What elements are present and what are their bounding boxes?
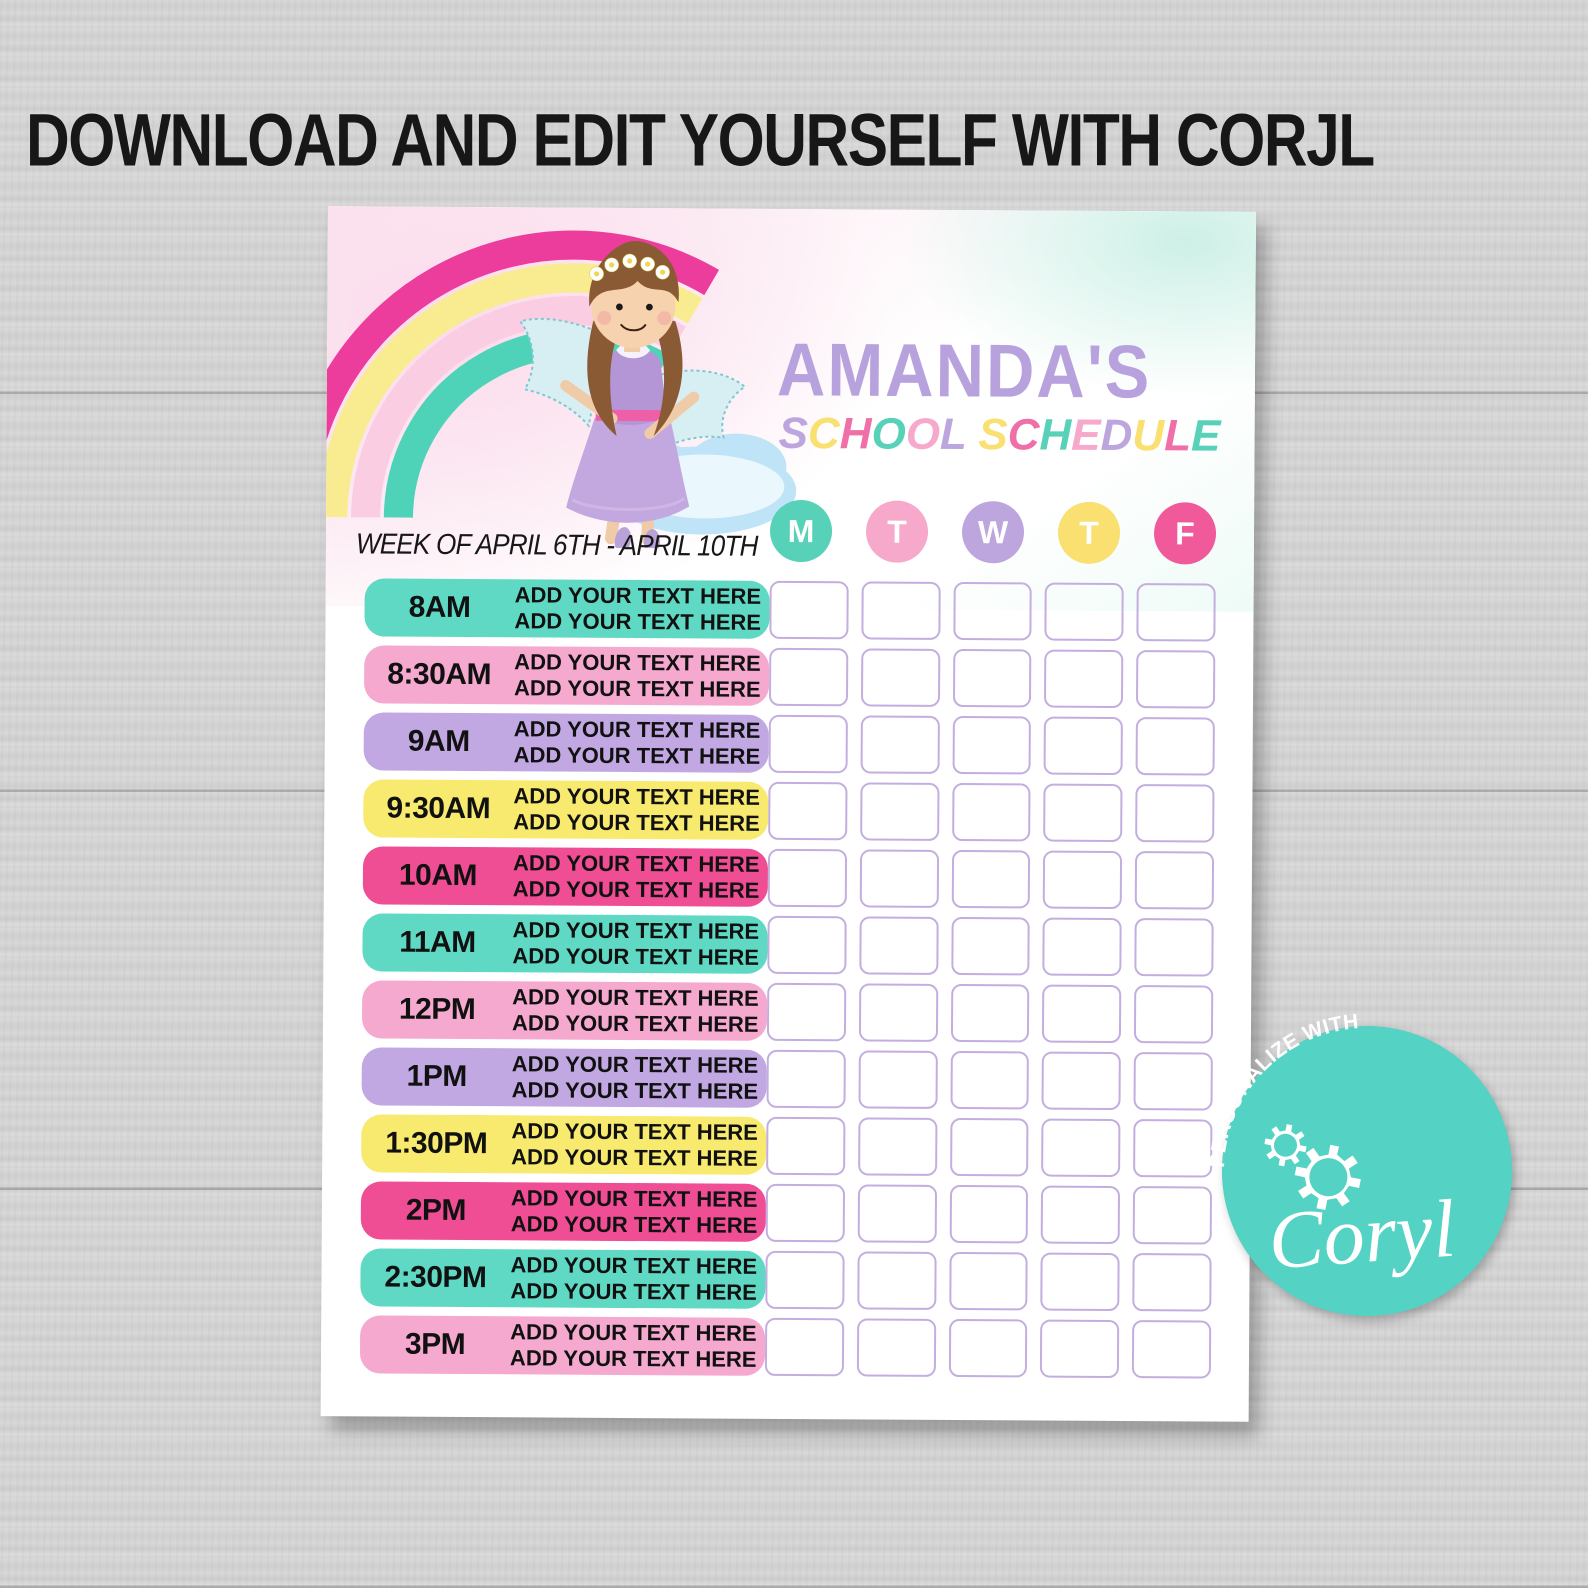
svg-text:Coryl: Coryl [1266, 1183, 1459, 1287]
